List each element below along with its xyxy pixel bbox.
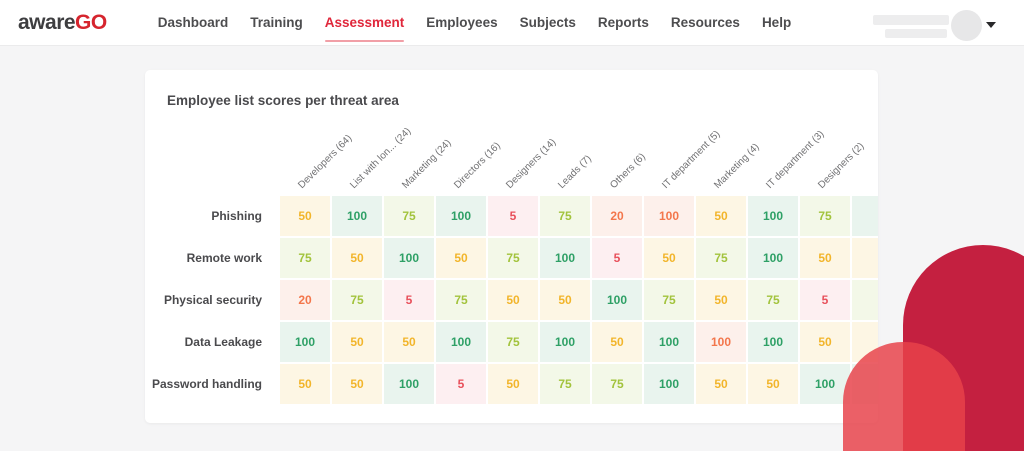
brand-logo-left: aware [18, 10, 76, 34]
score-cell: 50 [592, 322, 642, 362]
score-cell: 100 [384, 364, 434, 404]
score-cell: 75 [384, 196, 434, 236]
column-header: Developers (64) [296, 132, 355, 191]
score-cell: 50 [384, 322, 434, 362]
score-cell [852, 238, 878, 278]
score-cell: 75 [540, 196, 590, 236]
score-cell: 50 [696, 364, 746, 404]
column-header: Others (6) [608, 151, 648, 191]
heatmap-body: Phishing 50 100 75 100 5 75 20 100 50 100 75 Remote … [145, 196, 878, 404]
brand-logo-right: GO [75, 10, 107, 34]
avatar[interactable] [951, 10, 982, 41]
score-cell: 100 [540, 238, 590, 278]
user-role-placeholder [885, 29, 947, 38]
score-cell: 5 [592, 238, 642, 278]
score-cell: 100 [696, 322, 746, 362]
scores-card: Employee list scores per threat area Dev… [145, 70, 878, 423]
score-cell [852, 196, 878, 236]
score-cell: 20 [592, 196, 642, 236]
column-header: Marketing (24) [400, 137, 454, 191]
score-cell: 100 [384, 238, 434, 278]
nav-item-reports[interactable]: Reports [597, 15, 649, 30]
score-cell: 50 [280, 196, 330, 236]
score-cell: 100 [332, 196, 382, 236]
score-cell: 50 [800, 322, 850, 362]
table-row: Data Leakage 100 50 50 100 75 100 50 100 100 100 50 [145, 322, 878, 362]
score-cell: 50 [696, 196, 746, 236]
score-cell: 75 [488, 238, 538, 278]
column-header: Leads (7) [556, 153, 594, 191]
row-label: Physical security [163, 293, 262, 307]
table-row: Password handling 50 50 100 5 50 75 75 100 50 50 10… [145, 364, 878, 404]
score-cell: 50 [748, 364, 798, 404]
column-header: Directors (16) [452, 140, 503, 191]
score-cell: 50 [696, 280, 746, 320]
score-cell: 50 [644, 238, 694, 278]
table-row: Physical security 20 75 5 75 50 50 100 75 50 75 5 [145, 280, 878, 320]
nav-item-help[interactable]: Help [761, 15, 792, 30]
decorative-arch-light [843, 342, 965, 451]
score-cell: 75 [332, 280, 382, 320]
score-cell: 5 [384, 280, 434, 320]
score-cell: 100 [436, 322, 486, 362]
score-cell: 50 [800, 238, 850, 278]
score-cell: 100 [748, 238, 798, 278]
score-cell: 100 [644, 196, 694, 236]
score-cell: 100 [644, 322, 694, 362]
score-cell: 50 [436, 238, 486, 278]
score-cell: 75 [748, 280, 798, 320]
score-cell: 75 [540, 364, 590, 404]
score-cell: 100 [540, 322, 590, 362]
table-row: Remote work 75 50 100 50 75 100 5 50 75 100 50 [145, 238, 878, 278]
score-cell: 100 [280, 322, 330, 362]
nav-item-dashboard[interactable]: Dashboard [157, 15, 229, 30]
score-cell: 50 [332, 322, 382, 362]
score-cell: 20 [280, 280, 330, 320]
score-cell: 50 [332, 364, 382, 404]
nav-item-assessment[interactable]: Assessment [324, 0, 404, 45]
score-cell: 50 [488, 280, 538, 320]
score-cell: 100 [644, 364, 694, 404]
score-cell: 5 [436, 364, 486, 404]
row-label: Password handling [151, 377, 262, 391]
row-label: Data Leakage [184, 335, 262, 349]
row-label: Remote work [186, 251, 262, 265]
score-cell: 5 [488, 196, 538, 236]
nav-item-training[interactable]: Training [250, 15, 303, 30]
nav-item-subjects[interactable]: Subjects [519, 15, 576, 30]
column-header: Marketing (4) [712, 141, 762, 191]
score-cell: 75 [592, 364, 642, 404]
row-label: Phishing [211, 209, 262, 223]
score-cell: 100 [800, 364, 850, 404]
score-cell: 50 [332, 238, 382, 278]
brand-logo[interactable]: awareGO [18, 11, 107, 35]
column-header: Designers (2) [816, 140, 867, 191]
score-cell: 75 [436, 280, 486, 320]
top-navigation-bar: awareGO Dashboard Training Assessment Emplo… [0, 0, 1024, 46]
chevron-down-icon[interactable] [986, 22, 996, 28]
score-cell: 100 [436, 196, 486, 236]
score-cell: 50 [280, 364, 330, 404]
score-cell: 75 [696, 238, 746, 278]
user-name-placeholder [873, 15, 949, 25]
score-cell: 75 [280, 238, 330, 278]
main-nav: Dashboard Training Assessment Employees Subj… [147, 0, 802, 45]
score-cell: 75 [488, 322, 538, 362]
nav-item-resources[interactable]: Resources [670, 15, 740, 30]
score-cell: 75 [800, 196, 850, 236]
score-cell: 100 [748, 322, 798, 362]
column-header: Designers (14) [504, 136, 559, 191]
score-cell: 100 [748, 196, 798, 236]
heatmap-header-row: Developers (64) List with lon... (24) Mark… [145, 120, 878, 196]
score-cell: 5 [800, 280, 850, 320]
score-cell: 50 [488, 364, 538, 404]
table-row: Phishing 50 100 75 100 5 75 20 100 50 100 75 [145, 196, 878, 236]
score-cell [852, 280, 878, 320]
score-cell: 50 [540, 280, 590, 320]
card-title: Employee list scores per threat area [167, 93, 399, 108]
nav-item-employees[interactable]: Employees [426, 15, 498, 30]
score-cell: 75 [644, 280, 694, 320]
score-cell: 100 [592, 280, 642, 320]
